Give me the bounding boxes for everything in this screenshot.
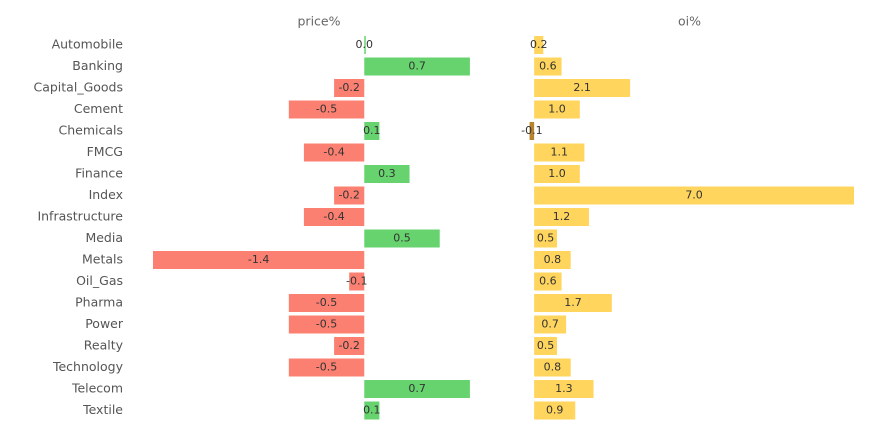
value-label: -0.5 — [316, 361, 337, 374]
category-label: FMCG — [87, 144, 123, 159]
value-label: 0.3 — [378, 167, 396, 180]
value-label: 1.7 — [564, 296, 582, 309]
value-label: 7.0 — [685, 189, 703, 202]
value-label: -0.2 — [338, 339, 359, 352]
category-label: Cement — [74, 101, 123, 116]
bar — [334, 186, 365, 205]
value-label: -0.1 — [521, 124, 542, 137]
bar — [534, 57, 562, 76]
value-label: 0.0 — [356, 38, 374, 51]
value-label: 0.8 — [544, 253, 562, 266]
bar — [288, 358, 365, 377]
category-label: Oil_Gas — [76, 273, 123, 288]
bar — [534, 208, 589, 226]
category-label: Banking — [72, 58, 123, 73]
bar — [534, 165, 580, 183]
value-label: 0.6 — [539, 60, 557, 73]
panel-title: oi% — [678, 14, 701, 29]
bar — [534, 251, 571, 269]
bar — [349, 272, 365, 291]
value-label: 0.7 — [408, 60, 426, 73]
value-label: 1.0 — [548, 167, 566, 180]
value-label: 0.7 — [541, 318, 559, 331]
bar — [364, 401, 380, 420]
bar — [288, 100, 365, 119]
category-label: Pharma — [75, 295, 123, 310]
value-label: 0.6 — [539, 275, 557, 288]
value-label: -0.5 — [316, 318, 337, 331]
value-label: -1.4 — [248, 253, 269, 266]
value-label: -0.1 — [346, 275, 367, 288]
value-label: 1.1 — [551, 146, 569, 159]
value-label: 0.5 — [537, 339, 555, 352]
bar — [364, 165, 410, 183]
category-label: Capital_Goods — [33, 80, 123, 95]
value-label: 1.0 — [548, 103, 566, 116]
bar — [288, 315, 365, 334]
value-label: 1.2 — [553, 210, 571, 223]
value-label: -0.5 — [316, 103, 337, 116]
value-label: 2.1 — [573, 81, 591, 94]
category-label: Telecom — [71, 381, 123, 396]
bar — [534, 358, 571, 377]
value-label: 0.7 — [408, 382, 426, 395]
bar — [364, 122, 380, 140]
bar — [153, 251, 365, 269]
category-label: Power — [85, 316, 124, 331]
bar — [364, 57, 470, 76]
bar — [288, 294, 365, 312]
bar — [364, 36, 366, 54]
value-label: 1.3 — [555, 382, 573, 395]
category-label: Realty — [84, 338, 124, 353]
bar — [534, 143, 585, 162]
bar — [534, 294, 612, 312]
bar — [534, 337, 557, 355]
value-label: 0.1 — [363, 124, 381, 137]
bar — [534, 100, 580, 119]
value-label: 0.1 — [363, 404, 381, 417]
bar — [303, 143, 365, 162]
bar — [534, 36, 544, 54]
bar — [364, 380, 470, 398]
value-label: 0.2 — [530, 38, 548, 51]
bar — [534, 186, 854, 205]
bar — [303, 208, 365, 226]
category-label: Chemicals — [58, 123, 123, 138]
value-label: 0.5 — [393, 232, 411, 245]
value-label: -0.2 — [338, 189, 359, 202]
bar — [534, 229, 557, 248]
category-label: Media — [85, 230, 123, 245]
category-label: Index — [89, 187, 123, 202]
bar — [334, 337, 365, 355]
category-label: Finance — [75, 166, 123, 181]
panel-title: price% — [298, 14, 341, 29]
bar — [534, 380, 594, 398]
category-label: Technology — [52, 359, 124, 374]
bar — [534, 315, 567, 334]
value-label: 0.5 — [537, 232, 555, 245]
category-label: Textile — [82, 402, 123, 417]
category-label: Metals — [82, 252, 123, 267]
value-label: -0.4 — [323, 210, 344, 223]
bar — [534, 401, 576, 420]
bar — [334, 79, 365, 97]
bar — [364, 229, 440, 248]
value-label: -0.2 — [338, 81, 359, 94]
value-label: 0.9 — [546, 404, 564, 417]
bar — [534, 79, 631, 97]
bar — [529, 122, 535, 140]
value-label: -0.4 — [323, 146, 344, 159]
value-label: 0.8 — [544, 361, 562, 374]
category-label: Automobile — [52, 37, 124, 52]
value-label: -0.5 — [316, 296, 337, 309]
bar — [534, 272, 562, 291]
category-label: Infrastructure — [37, 209, 123, 224]
